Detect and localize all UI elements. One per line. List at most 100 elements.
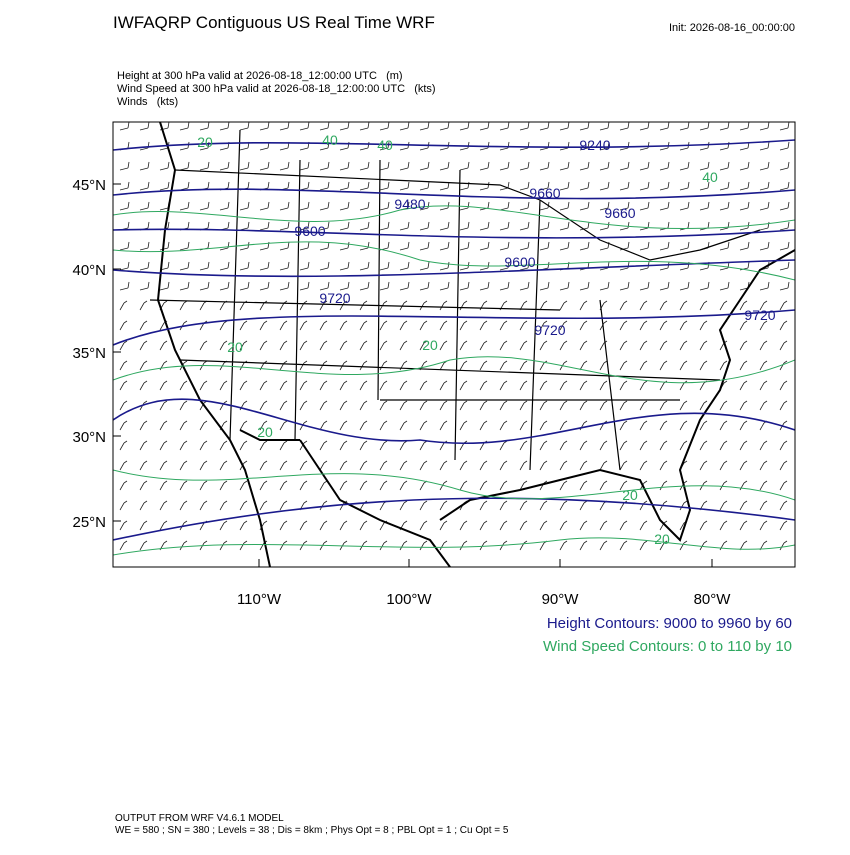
wind-barb [719,122,730,131]
description-line: Wind Speed at 300 hPa valid at 2026-08-1… [117,83,436,95]
wind-barb [139,360,148,371]
wind-barb [719,520,728,531]
wind-barb [679,201,690,211]
wind-barb [239,201,250,211]
wind-barb [619,480,628,491]
wind-barb [739,480,748,491]
wind-barb [779,181,790,191]
map-axes: 45°N 40°N 35°N 30°N 25°N 110°W 100°W 90°W 80°W [72,177,731,608]
wind-barb [739,400,748,411]
wind-barb [439,281,450,291]
wind-barb [399,221,410,231]
wind-barb [519,122,530,131]
wind-barb [679,181,690,191]
wind-barb [599,440,608,451]
wind-barb [659,420,668,431]
wind-contour [113,537,795,556]
wind-barb [179,281,190,291]
wind-barb [379,360,388,371]
wind-barb [219,520,228,531]
wind-barb [519,281,530,291]
wind-barb [239,380,248,391]
wind-barb [139,161,150,171]
wind-barb [479,340,488,351]
wind-barb [359,201,370,211]
wind-barb [539,340,548,351]
wind-contour-label: 20 [654,531,670,547]
wind-barb [759,281,770,291]
height-contour-label: 9240 [579,137,610,153]
wind-barb [559,460,568,471]
wind-barb [119,261,130,271]
wind-barb [779,460,788,471]
wind-barb [379,380,388,391]
wind-barb [359,221,370,231]
wind-barb [539,420,548,431]
wind-barb [779,480,788,491]
wind-barb [619,181,630,191]
wind-barb [599,520,608,531]
wind-barb [439,221,450,231]
wind-barb [359,122,370,131]
wind-barb [719,440,728,451]
wind-barb [239,320,248,331]
wind-barb [119,241,130,251]
wind-barb [519,420,528,431]
wind-barb [199,261,210,271]
height-contour [113,139,795,151]
wind-barb [499,460,508,471]
wind-barb [659,161,670,171]
wind-barb [299,201,310,211]
wind-barb [339,320,348,331]
wind-barb [379,460,388,471]
wind-barb [739,360,748,371]
wind-barb [479,420,488,431]
wind-barb [719,400,728,411]
wind-barb [159,161,170,171]
wind-contour [113,205,795,230]
wind-barb [439,380,448,391]
wind-barb [379,400,388,411]
height-contour [113,259,795,278]
wind-barb [259,320,268,331]
wind-barb [679,340,688,351]
wind-barb [159,360,168,371]
wind-barb [299,540,308,551]
wind-barb [419,400,428,411]
wind-barb [559,360,568,371]
wind-barb [579,181,590,191]
wind-barb [579,540,588,551]
wind-barb [519,400,528,411]
height-contour [113,398,795,444]
wind-barb [119,201,130,211]
wind-barb [259,340,268,351]
wind-barb [659,181,670,191]
wind-barb [499,420,508,431]
wind-barb [319,221,330,231]
wind-barb [299,241,310,251]
wind-barb [319,122,330,131]
wind-barb [519,440,528,451]
wind-barb [559,440,568,451]
wind-barb [319,440,328,451]
wind-barb [119,300,128,311]
wind-barb [759,122,770,131]
wind-barb [159,340,168,351]
wind-barb [179,380,188,391]
wind-barb [619,300,628,311]
wind-barb [699,281,710,291]
wind-barb [499,281,510,291]
wind-barb [619,520,628,531]
wind-barb [399,480,408,491]
wind-barb [619,380,628,391]
wind-barb [139,340,148,351]
wind-barb [739,380,748,391]
wind-barb [299,480,308,491]
wind-barb [619,201,630,211]
wind-barb [399,122,410,131]
wind-barb [179,340,188,351]
footer-line: OUTPUT FROM WRF V4.6.1 MODEL [115,813,284,824]
wind-barb [359,281,370,291]
wind-barb [759,340,768,351]
